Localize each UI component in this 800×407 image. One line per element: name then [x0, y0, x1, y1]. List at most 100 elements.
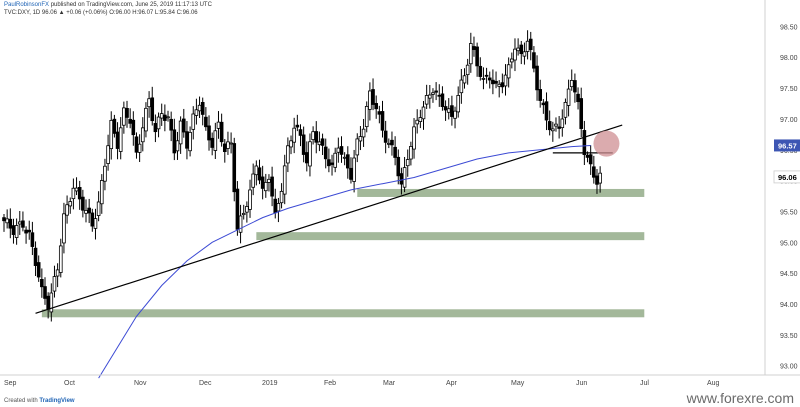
- candle-body: [450, 105, 454, 117]
- y-tick-label: 98.50: [780, 24, 798, 31]
- y-tick-label: 93.50: [780, 333, 798, 340]
- candle-body: [595, 175, 599, 185]
- candle-body: [118, 127, 123, 152]
- candle-body: [582, 130, 587, 155]
- candle-body: [323, 146, 328, 160]
- candle-body: [424, 95, 429, 105]
- candle-body: [478, 65, 483, 77]
- candle-body: [446, 108, 451, 113]
- candle-body: [90, 212, 95, 227]
- candle-body: [30, 232, 35, 247]
- candle-body: [519, 44, 524, 55]
- candle-body: [387, 142, 391, 145]
- candle-body: [598, 172, 602, 184]
- candle-body: [579, 98, 584, 129]
- candle-body: [257, 167, 262, 181]
- support-zone: [256, 232, 645, 241]
- candle-body: [248, 189, 252, 210]
- candle-body: [459, 79, 464, 94]
- candle-body: [65, 204, 69, 216]
- candle-body: [229, 142, 233, 145]
- candle-body: [125, 107, 129, 118]
- candle-body: [383, 130, 388, 143]
- candle-body: [282, 165, 287, 195]
- candle-body: [390, 139, 394, 146]
- candle-body: [472, 46, 476, 50]
- candle-body: [576, 93, 580, 103]
- candle-body: [475, 46, 479, 67]
- x-tick-label: Sep: [4, 380, 17, 387]
- author-link[interactable]: PaulRobinsonFX: [4, 2, 50, 8]
- support-zone: [41, 309, 645, 318]
- candle-body: [131, 119, 136, 136]
- candle-body: [462, 75, 467, 84]
- y-tick-label: 93.00: [780, 364, 798, 371]
- candle-body: [40, 279, 44, 288]
- candle-body: [8, 218, 13, 229]
- candle-body: [134, 136, 139, 153]
- candle-body: [298, 129, 303, 136]
- candle-body: [374, 103, 378, 110]
- candle-body: [569, 80, 574, 88]
- candle-body: [327, 159, 331, 167]
- candle-body: [339, 146, 344, 155]
- candle-body: [292, 127, 296, 143]
- candle-body: [304, 152, 309, 164]
- candle-body: [506, 64, 511, 79]
- candle-body: [437, 94, 442, 97]
- candle-body: [342, 156, 347, 159]
- candle-body: [153, 123, 158, 133]
- candle-body: [487, 77, 492, 81]
- candle-body: [11, 225, 16, 235]
- candle-body: [43, 286, 47, 299]
- chart-header: PaulRobinsonFX published on TradingView.…: [4, 1, 212, 17]
- candle-body: [566, 88, 571, 106]
- candle-body: [150, 97, 155, 122]
- candle-body: [263, 181, 268, 192]
- candle-body: [178, 120, 183, 145]
- candle-body: [36, 262, 41, 278]
- candle-body: [191, 113, 196, 130]
- candle-body: [181, 118, 186, 133]
- candle-body: [317, 141, 322, 146]
- candle-body: [122, 107, 126, 126]
- candle-body: [320, 138, 325, 146]
- candle-body: [175, 140, 180, 152]
- candle-body: [428, 94, 432, 99]
- candle-body: [494, 80, 498, 84]
- candle-body: [368, 90, 372, 110]
- candle-body: [361, 128, 366, 138]
- candle-body: [541, 102, 546, 106]
- candle-body: [273, 198, 278, 214]
- candle-body: [358, 136, 363, 142]
- candle-body: [103, 165, 107, 182]
- x-tick-label: 2019: [262, 380, 278, 387]
- candle-body: [17, 221, 22, 225]
- candle-body: [232, 143, 237, 193]
- x-tick-label: Aug: [707, 380, 720, 387]
- candle-body: [295, 124, 300, 128]
- candle-body: [352, 157, 356, 182]
- candle-body: [112, 118, 117, 134]
- candle-body: [503, 74, 508, 87]
- candle-body: [46, 295, 50, 310]
- symbol-info: TVC:DXY, 1D 96.06 ▲ +0.06 (+0.06%) O:96.…: [4, 10, 198, 16]
- price-label: 96.57: [778, 141, 797, 150]
- candle-body: [185, 131, 189, 149]
- candle-body: [308, 141, 312, 167]
- candle-body: [204, 116, 208, 128]
- x-tick-label: Oct: [64, 380, 75, 387]
- tradingview-logo[interactable]: TradingView: [39, 398, 75, 404]
- candle-body: [585, 154, 590, 158]
- candle-body: [286, 145, 290, 164]
- candle-body: [484, 74, 489, 77]
- candle-body: [197, 104, 202, 112]
- candle-body: [289, 140, 293, 148]
- created-with-label: Created with: [4, 398, 38, 404]
- candle-body: [431, 92, 435, 95]
- candle-body: [254, 165, 259, 176]
- candle-body: [377, 111, 382, 115]
- x-tick-label: Dec: [199, 380, 212, 387]
- candle-body: [538, 89, 543, 101]
